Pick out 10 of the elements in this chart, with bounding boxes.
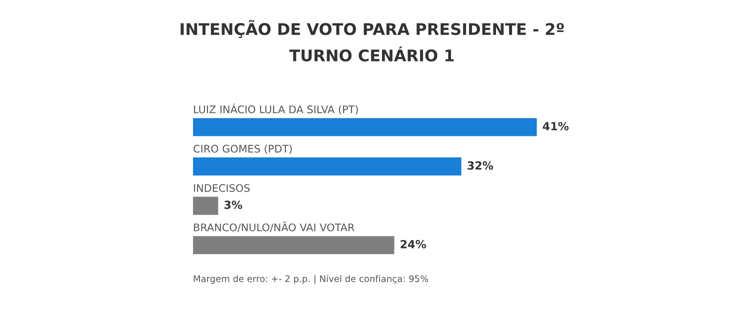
y-tick-label: LUIZ INÁCIO LULA DA SILVA (PT) — [194, 104, 358, 115]
data-label: 32% — [468, 161, 494, 170]
data-label: 24% — [400, 240, 426, 248]
data-label: 41% — [542, 122, 569, 130]
y-tick-label: INDECISOS — [194, 184, 250, 192]
y-tick-label: BRANCO/NULO/NÃO VAI VOTAR — [194, 222, 354, 232]
data-label: 3% — [224, 200, 242, 210]
y-tick-label: CIRO GOMES (PDT) — [194, 144, 292, 154]
text: Margem de erro: +- 2 p.p. | Nível de confiança: 95% — [194, 274, 428, 284]
chart-title: INTENÇÃO DE VOTO PARA PRESIDENTE - 2º TURNO CENÁRIO 1 — [180, 20, 564, 62]
